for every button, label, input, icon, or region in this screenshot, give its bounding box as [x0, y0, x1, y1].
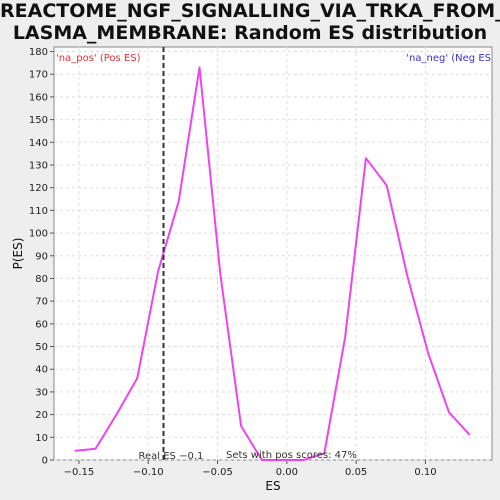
y-tick-label: 150 [29, 115, 48, 126]
x-tick-label: −0.10 [133, 467, 164, 478]
y-tick-label: 110 [29, 206, 48, 217]
legend-neg: 'na_neg' (Neg ES [406, 53, 491, 64]
x-tick-label: −0.15 [64, 467, 95, 478]
y-tick-label: 170 [29, 70, 48, 81]
y-tick-label: 160 [29, 92, 48, 103]
y-tick-label: 30 [35, 387, 48, 398]
y-tick-label: 130 [29, 161, 48, 172]
y-tick-label: 40 [35, 365, 48, 376]
x-tick-label: 0.00 [276, 467, 298, 478]
x-axis: −0.15 −0.10 −0.05 0.00 0.05 0.10 [64, 460, 437, 478]
y-tick-label: 20 [35, 410, 48, 421]
x-tick-label: −0.05 [202, 467, 233, 478]
x-axis-title: ES [265, 479, 280, 493]
y-tick-label: 0 [42, 456, 48, 467]
y-tick-label: 180 [29, 47, 48, 58]
y-tick-label: 60 [35, 319, 48, 330]
y-tick-label: 80 [35, 274, 48, 285]
legend-pos: 'na_pos' (Pos ES) [56, 53, 141, 64]
x-tick-label: 0.10 [414, 467, 436, 478]
y-tick-label: 50 [35, 342, 48, 353]
y-tick-label: 120 [29, 183, 48, 194]
real-es-label: Real ES −0.1 [139, 451, 204, 462]
x-tick-label: 0.05 [345, 467, 367, 478]
y-axis: 0 10 20 30 40 50 60 70 80 90 100 110 120 130 140 150 160… [29, 47, 54, 466]
y-tick-label: 140 [29, 138, 48, 149]
y-axis-title: P(ES) [11, 238, 25, 270]
y-tick-label: 70 [35, 297, 48, 308]
y-tick-label: 90 [35, 251, 48, 262]
y-tick-label: 10 [35, 433, 48, 444]
y-tick-label: 100 [29, 229, 48, 240]
pos-scores-annotation: Sets with pos scores: 47% [226, 450, 357, 461]
plot-area [54, 47, 492, 460]
